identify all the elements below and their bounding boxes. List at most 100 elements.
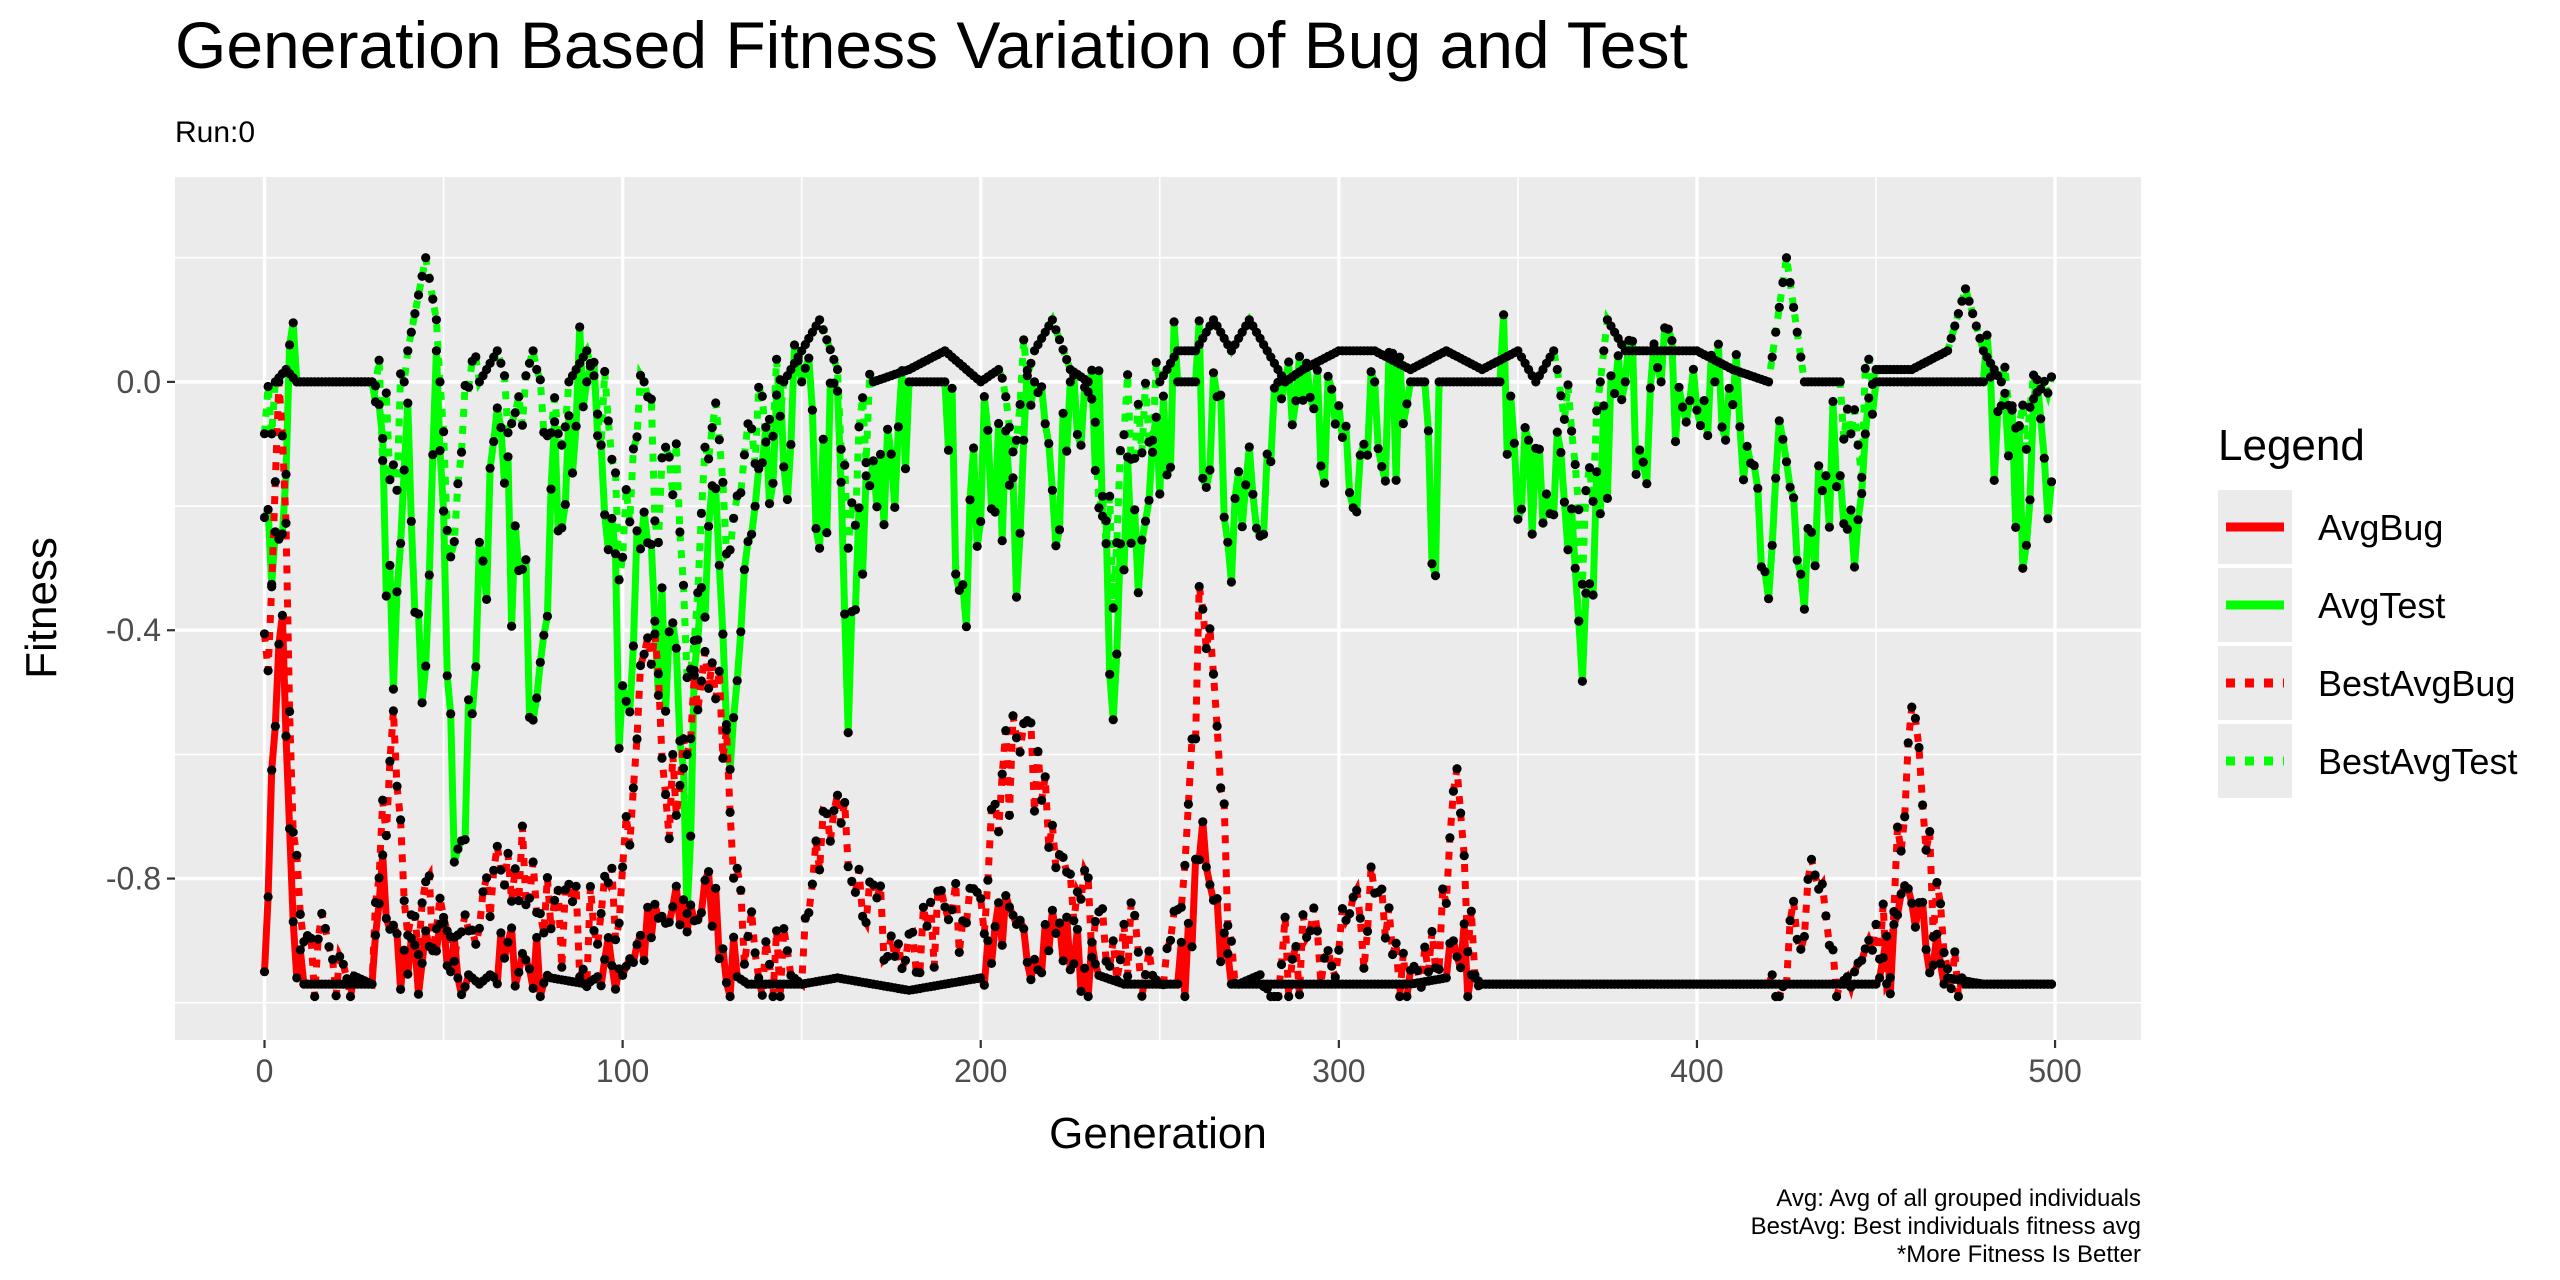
- point-avgtest: [1076, 440, 1086, 450]
- point-bestavgbug: [1388, 949, 1398, 960]
- point-avgtest: [521, 555, 531, 565]
- point-avgbug: [1223, 949, 1233, 959]
- point-bestavgbug: [1366, 862, 1376, 872]
- point-bestavgtest: [725, 545, 735, 555]
- point-bestavgtest: [650, 516, 660, 526]
- point-bestavgtest: [1839, 434, 1849, 444]
- point-bestavgtest: [1112, 538, 1122, 548]
- point-bestavgbug: [1921, 845, 1931, 855]
- point-bestavgbug: [482, 873, 492, 883]
- point-avgtest: [1699, 396, 1709, 406]
- point-bestavgtest: [1950, 321, 1960, 331]
- point-avgtest: [1570, 563, 1580, 573]
- point-bestavgbug: [514, 896, 524, 906]
- point-bestavgbug: [1828, 945, 1838, 955]
- point-avgtest: [678, 763, 689, 774]
- point-avgtest: [1237, 522, 1247, 532]
- point-bestavgtest: [661, 442, 671, 452]
- point-avgbug: [997, 940, 1007, 950]
- point-bestavgbug: [342, 974, 352, 984]
- point-bestavgbug: [550, 895, 560, 906]
- point-bestavgtest: [657, 453, 667, 463]
- point-avgtest: [1305, 392, 1315, 402]
- point-avgbug: [976, 973, 986, 983]
- point-avgtest: [1144, 495, 1154, 505]
- point-avgtest: [1072, 429, 1082, 440]
- point-avgtest: [1044, 438, 1054, 449]
- point-avgtest: [1860, 429, 1870, 439]
- point-avgtest: [550, 417, 560, 427]
- point-avgtest: [374, 400, 384, 410]
- point-avgbug: [650, 899, 660, 909]
- point-bestavgtest: [621, 485, 631, 495]
- point-bestavgtest: [1577, 579, 1587, 589]
- point-bestavgtest: [1857, 472, 1867, 482]
- x-axis-label: Generation: [1049, 1109, 1267, 1158]
- point-bestavgbug: [1849, 967, 1860, 977]
- point-bestavgbug: [775, 991, 785, 1002]
- point-avgtest: [2003, 451, 2014, 461]
- point-bestavgbug: [535, 909, 545, 919]
- point-bestavgtest: [675, 527, 685, 537]
- chart-subtitle: Run:0: [175, 116, 255, 149]
- point-avgtest: [542, 611, 553, 621]
- point-bestavgbug: [714, 666, 724, 676]
- point-avgbug: [510, 981, 520, 991]
- point-bestavgtest: [1022, 371, 1032, 381]
- point-avgtest: [1011, 592, 1022, 602]
- point-bestavgbug: [1935, 899, 1946, 909]
- point-bestavgtest: [1853, 440, 1863, 450]
- point-avgbug: [381, 913, 391, 924]
- point-bestavgbug: [1040, 772, 1050, 782]
- point-avgtest: [1294, 351, 1305, 362]
- point-avgtest: [1230, 493, 1240, 504]
- point-avgtest: [1524, 435, 1534, 445]
- point-bestavgtest: [392, 485, 402, 495]
- point-avgtest: [1753, 483, 1763, 493]
- point-avgbug: [370, 930, 381, 940]
- legend-label-avgtest: AvgTest: [2318, 585, 2445, 626]
- point-avgtest: [632, 526, 642, 536]
- point-avgbug: [1069, 959, 1079, 969]
- point-avgtest: [485, 463, 495, 473]
- point-bestavgtest: [1960, 284, 1971, 294]
- point-bestavgbug: [1910, 713, 1920, 724]
- point-bestavgtest: [557, 440, 567, 450]
- point-bestavgbug: [1380, 933, 1390, 943]
- point-avgtest: [539, 630, 549, 640]
- point-avgtest: [1674, 382, 1684, 392]
- point-avgtest: [1198, 473, 1208, 483]
- point-avgtest: [1817, 486, 1827, 496]
- point-avgtest: [979, 392, 989, 402]
- point-bestavgtest: [861, 458, 871, 468]
- point-bestavgtest: [263, 381, 273, 392]
- point-bestavgbug: [285, 706, 295, 717]
- point-bestavgtest: [1864, 354, 1874, 364]
- point-bestavgtest: [1567, 426, 1577, 436]
- point-bestavgtest: [832, 364, 843, 375]
- point-bestavgtest: [1058, 345, 1068, 355]
- point-bestavgbug: [736, 885, 746, 895]
- point-bestavgtest: [2014, 421, 2024, 431]
- legend-label-avgbug: AvgBug: [2318, 507, 2443, 548]
- point-bestavgtest: [2039, 376, 2049, 386]
- point-avgbug: [499, 953, 510, 963]
- point-avgbug: [259, 967, 270, 977]
- point-bestavgtest: [671, 439, 681, 449]
- point-bestavgtest: [2046, 372, 2057, 382]
- point-bestavgbug: [1191, 734, 1201, 744]
- point-bestavgtest: [1047, 315, 1057, 325]
- point-bestavgbug: [1781, 979, 1792, 989]
- point-avgtest: [1653, 363, 1663, 373]
- point-bestavgbug: [1165, 935, 1176, 945]
- point-bestavgtest: [1595, 377, 1605, 387]
- point-bestavgbug: [657, 753, 667, 763]
- point-bestavgbug: [593, 939, 603, 949]
- point-bestavgbug: [1087, 952, 1097, 962]
- point-bestavgtest: [1835, 377, 1845, 387]
- point-avgtest: [1234, 467, 1244, 477]
- point-bestavgtest: [449, 537, 459, 547]
- point-avgbug: [267, 765, 277, 775]
- point-bestavgbug: [1162, 943, 1172, 954]
- point-bestavgbug: [1137, 991, 1147, 1001]
